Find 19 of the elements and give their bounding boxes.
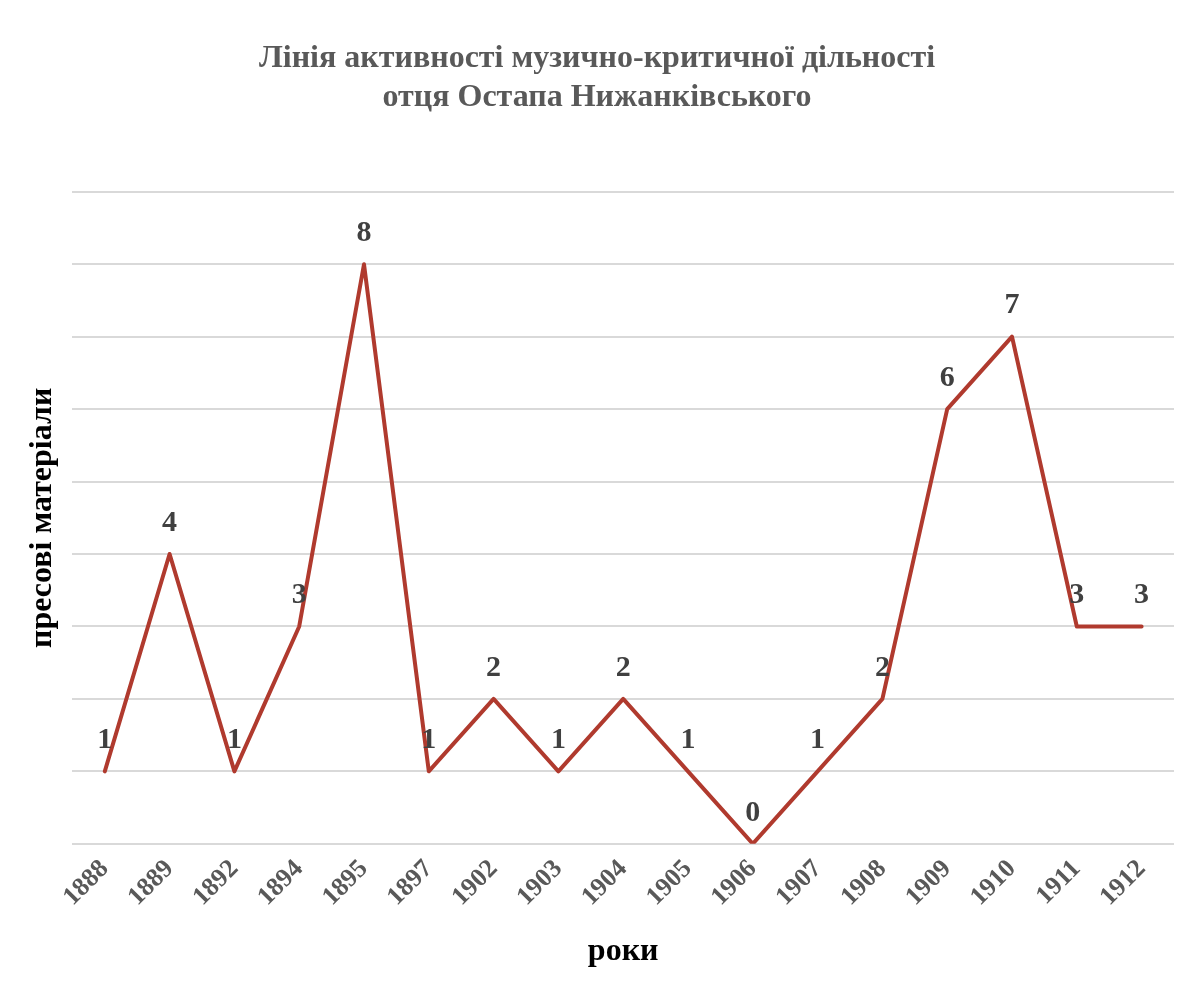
- y-axis-title: пресові матеріали: [22, 387, 59, 648]
- data-label: 4: [162, 503, 178, 537]
- data-label: 1: [226, 721, 242, 755]
- x-axis-title: роки: [587, 931, 659, 968]
- data-label: 2: [486, 648, 502, 682]
- x-tick-label: 1911: [1029, 853, 1086, 910]
- data-label: 1: [680, 721, 696, 755]
- chart-title: Лінія активності музично-критичної дільності отця Остапа Нижанківського: [258, 38, 936, 113]
- data-label: 8: [356, 213, 372, 247]
- data-label: 6: [939, 358, 955, 392]
- data-label: 1: [810, 721, 826, 755]
- data-label: 0: [745, 793, 761, 827]
- data-label: 3: [1134, 576, 1150, 610]
- data-label: 1: [550, 721, 566, 755]
- data-label: 3: [1069, 576, 1085, 610]
- data-label: 7: [1004, 286, 1020, 320]
- data-label: 2: [615, 648, 631, 682]
- data-label: 2: [874, 648, 890, 682]
- data-label: 1: [97, 721, 113, 755]
